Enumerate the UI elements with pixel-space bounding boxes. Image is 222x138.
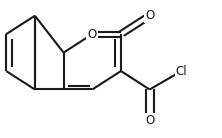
Text: Cl: Cl xyxy=(176,65,187,78)
Text: O: O xyxy=(88,28,97,41)
Text: O: O xyxy=(145,9,154,22)
Text: O: O xyxy=(145,114,154,127)
